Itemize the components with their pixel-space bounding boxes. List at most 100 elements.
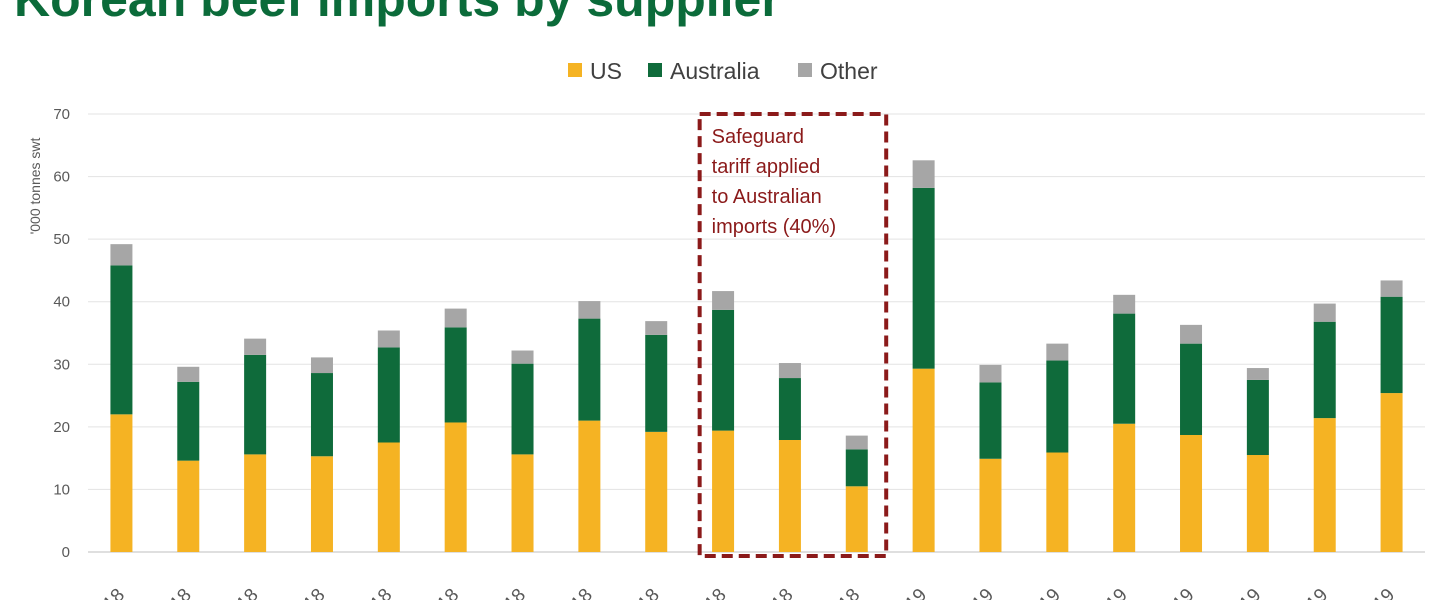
x-tick-label: 19 bbox=[901, 585, 931, 600]
y-tick-label: 10 bbox=[53, 481, 70, 498]
legend-swatch-other bbox=[798, 63, 812, 77]
bar-segment-australia bbox=[1313, 321, 1336, 419]
bar-segment-other bbox=[1113, 294, 1136, 314]
x-tick-label: 18 bbox=[701, 585, 731, 600]
bar-segment-australia bbox=[1246, 379, 1269, 456]
bar-segment-australia bbox=[578, 318, 601, 421]
bar-segment-australia bbox=[912, 187, 935, 369]
x-tick-label: 18 bbox=[166, 585, 196, 600]
bar-segment-australia bbox=[1180, 343, 1203, 435]
safeguard-annotation: Safeguard tariff applied to Australian impo… bbox=[697, 112, 889, 558]
x-tick-label: 19 bbox=[1302, 585, 1332, 600]
bar-segment-other bbox=[845, 435, 868, 450]
y-tick-label: 70 bbox=[53, 106, 70, 123]
legend-label-other: Other bbox=[820, 58, 878, 84]
x-tick-label: 18 bbox=[367, 585, 397, 600]
bar-segment-us bbox=[645, 431, 668, 552]
bar-segment-other bbox=[244, 338, 267, 355]
bar-segment-other bbox=[177, 366, 200, 382]
y-tick-label: 0 bbox=[62, 544, 70, 561]
bar-segment-australia bbox=[444, 327, 467, 423]
x-tick-label: 18 bbox=[433, 585, 463, 600]
y-axis-label: '000 tonnes swt bbox=[27, 137, 43, 234]
grid-lines bbox=[88, 113, 1425, 553]
x-tick-label: 18 bbox=[300, 585, 330, 600]
bar-segment-us bbox=[1380, 393, 1403, 552]
bar-segment-australia bbox=[1046, 360, 1069, 453]
bar-segment-us bbox=[444, 422, 467, 552]
x-tick-label: 19 bbox=[1236, 585, 1266, 600]
bar-segment-australia bbox=[310, 373, 333, 457]
bar-segment-us bbox=[110, 414, 133, 552]
bar-segment-australia bbox=[244, 354, 267, 455]
bar-segment-australia bbox=[845, 449, 868, 487]
bar-segment-us bbox=[1113, 423, 1136, 552]
bar-segment-us bbox=[845, 486, 868, 552]
annotation-box bbox=[697, 112, 889, 558]
x-tick-label: 18 bbox=[99, 585, 129, 600]
bar-segment-us bbox=[377, 442, 400, 552]
bar-segment-australia bbox=[1113, 313, 1136, 424]
y-axis-ticks: 0 10 20 30 40 50 60 70 bbox=[53, 106, 70, 561]
annotation-text-line: tariff applied bbox=[712, 156, 821, 178]
bar-segment-us bbox=[712, 430, 735, 552]
bar-segment-australia bbox=[778, 378, 801, 440]
bar-segment-australia bbox=[645, 334, 668, 432]
bar-segment-other bbox=[645, 321, 668, 335]
bar-segment-other bbox=[1246, 368, 1269, 380]
bar-segment-us bbox=[1246, 455, 1269, 552]
legend: US Australia Other bbox=[568, 58, 878, 84]
bar-segment-us bbox=[979, 458, 1002, 552]
x-tick-label: 19 bbox=[1035, 585, 1065, 600]
x-tick-label: 19 bbox=[1369, 585, 1399, 600]
bar-segment-australia bbox=[1380, 296, 1403, 394]
bar-segment-us bbox=[1313, 418, 1336, 552]
bar-segment-australia bbox=[979, 382, 1002, 459]
bar-segment-us bbox=[1180, 434, 1203, 552]
bar-segment-australia bbox=[110, 265, 133, 415]
bar-segment-us bbox=[511, 454, 534, 552]
bar-segment-other bbox=[1180, 324, 1203, 344]
chart-title: Korean beef imports by supplier bbox=[14, 0, 781, 28]
annotation-text-line: Safeguard bbox=[712, 126, 804, 148]
bar-segment-other bbox=[1313, 303, 1336, 322]
y-tick-label: 30 bbox=[53, 356, 70, 373]
y-tick-label: 40 bbox=[53, 294, 70, 311]
bar-segment-australia bbox=[712, 309, 735, 431]
bar-segment-us bbox=[578, 420, 601, 552]
y-tick-label: 60 bbox=[53, 169, 70, 186]
legend-label-us: US bbox=[590, 58, 622, 84]
bar-segment-australia bbox=[377, 347, 400, 443]
x-axis-ticks: 18 18 18 18 18 18 18 18 18 18 18 18 19 19 19 19 19 19 19 19 bbox=[99, 585, 1399, 600]
x-tick-label: 18 bbox=[567, 585, 597, 600]
bar-segment-us bbox=[912, 368, 935, 552]
bars bbox=[110, 160, 1403, 552]
y-tick-label: 50 bbox=[53, 231, 70, 248]
bar-segment-other bbox=[712, 291, 735, 310]
x-tick-label: 18 bbox=[768, 585, 798, 600]
annotation-text-line: to Australian bbox=[712, 186, 822, 208]
bar-segment-australia bbox=[511, 363, 534, 455]
annotation-text-line: imports (40%) bbox=[712, 216, 836, 238]
bar-segment-other bbox=[110, 244, 133, 266]
bar-segment-other bbox=[912, 160, 935, 188]
bar-segment-other bbox=[511, 350, 534, 364]
x-tick-label: 19 bbox=[1102, 585, 1132, 600]
bar-segment-other bbox=[1380, 280, 1403, 297]
bar-segment-us bbox=[177, 460, 200, 552]
x-tick-label: 18 bbox=[634, 585, 664, 600]
bar-segment-australia bbox=[177, 381, 200, 461]
y-tick-label: 20 bbox=[53, 419, 70, 436]
bar-segment-us bbox=[310, 456, 333, 552]
legend-swatch-us bbox=[568, 63, 582, 77]
bar-segment-other bbox=[979, 364, 1002, 383]
x-tick-label: 18 bbox=[233, 585, 263, 600]
bar-segment-other bbox=[377, 330, 400, 348]
bar-segment-other bbox=[310, 357, 333, 374]
bar-segment-other bbox=[578, 301, 601, 319]
x-tick-label: 18 bbox=[500, 585, 530, 600]
bar-segment-us bbox=[1046, 452, 1069, 552]
x-tick-label: 19 bbox=[968, 585, 998, 600]
bar-segment-us bbox=[244, 454, 267, 552]
legend-label-australia: Australia bbox=[670, 58, 760, 84]
